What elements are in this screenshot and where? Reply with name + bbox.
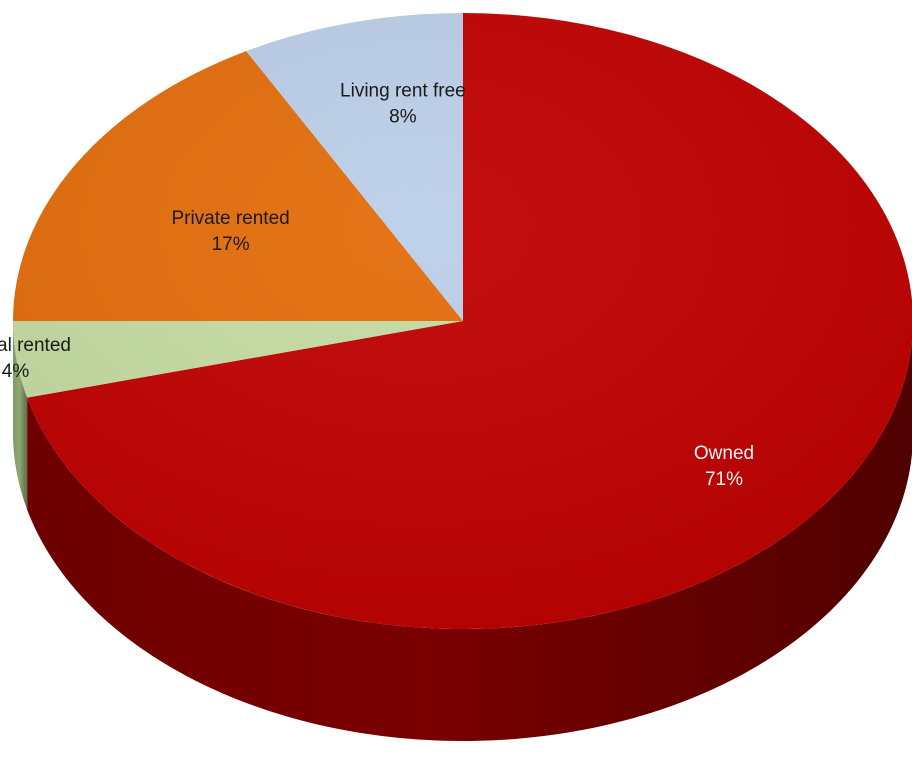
pie-side-layer (13, 321, 912, 741)
slice-value-living-rent-free: 8% (389, 106, 417, 127)
slice-label-private-rented: Private rented (171, 208, 289, 229)
slice-value-owned: 71% (705, 469, 743, 490)
slice-label-living-rent-free: Living rent free (340, 80, 466, 101)
pie-top-sheen (13, 13, 912, 629)
pie-label-layer: Owned 71% Social rented 4% Private rented 17%… (0, 80, 754, 490)
slice-label-owned: Owned (694, 443, 754, 464)
pie-side-shading (27, 341, 912, 741)
pie-top-layer (13, 13, 912, 629)
slice-value-private-rented: 17% (212, 234, 250, 255)
slice-value-social-rented: 4% (2, 361, 30, 382)
slice-label-social-rented: Social rented (0, 335, 71, 356)
pie-side-shading (13, 321, 28, 510)
